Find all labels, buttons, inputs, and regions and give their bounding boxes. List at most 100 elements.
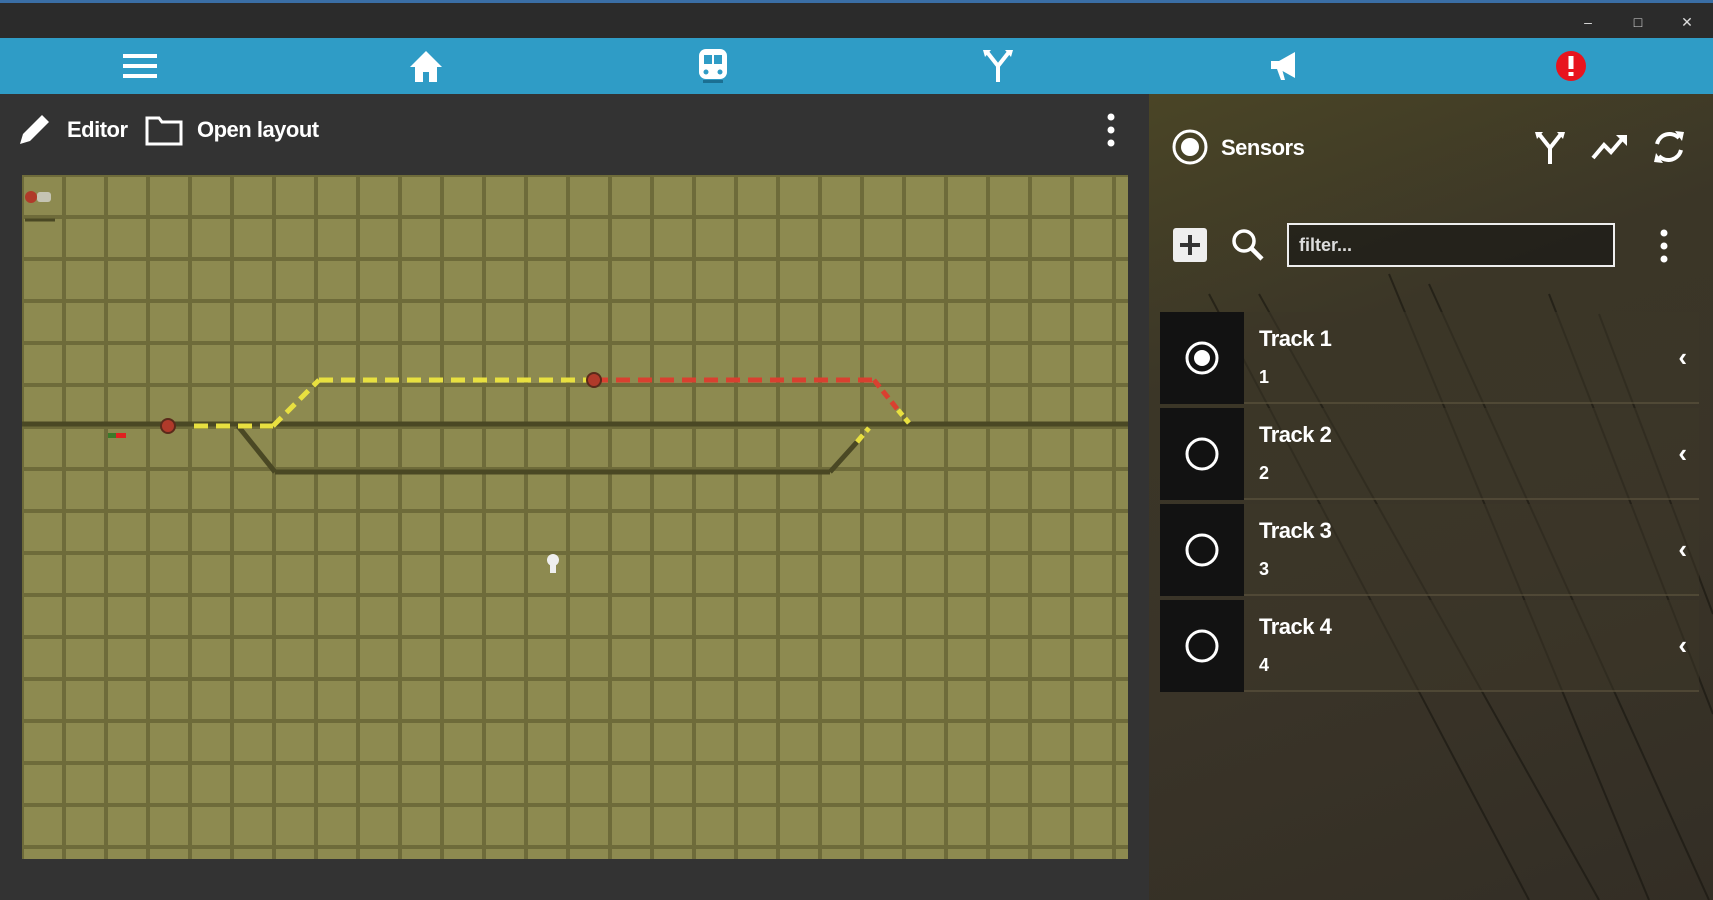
layout-grid[interactable] [22, 175, 1128, 859]
grid-tile [150, 219, 188, 257]
grid-tile [780, 345, 818, 383]
grid-tile [990, 765, 1028, 803]
grid-tile [612, 345, 650, 383]
grid-tile [444, 219, 482, 257]
turnout-icon[interactable] [1533, 130, 1567, 171]
maximize-button[interactable]: □ [1633, 14, 1643, 30]
minimize-button[interactable]: – [1584, 14, 1592, 30]
chevron-left-icon[interactable]: ‹ [1678, 342, 1687, 372]
grid-tile [990, 387, 1028, 425]
grid-tile [24, 639, 62, 677]
grid-tile [696, 471, 734, 509]
pencil-icon[interactable] [16, 112, 52, 153]
grid-tile [738, 849, 776, 859]
filter-input[interactable] [1287, 223, 1615, 267]
alert-icon[interactable] [1551, 46, 1591, 86]
grid-tile [780, 555, 818, 593]
sensor-marker [160, 418, 176, 434]
grid-tile [948, 513, 986, 551]
sensor-state-icon[interactable] [1160, 504, 1244, 596]
sensor-state-icon[interactable] [1160, 600, 1244, 692]
chevron-left-icon[interactable]: ‹ [1678, 630, 1687, 660]
trend-icon[interactable] [1591, 132, 1629, 167]
grid-tile [486, 723, 524, 761]
announcement-icon[interactable] [1265, 46, 1305, 86]
grid-tile [276, 471, 314, 509]
grid-tile [108, 387, 146, 425]
grid-tile [612, 429, 650, 467]
grid-tile [906, 429, 944, 467]
grid-tile [906, 303, 944, 341]
grid-tile [1116, 513, 1128, 551]
grid-tile [486, 597, 524, 635]
chevron-left-icon[interactable]: ‹ [1678, 438, 1687, 468]
sensor-list-item[interactable]: Track 1 1 ‹ [1160, 312, 1699, 404]
grid-tile [24, 429, 62, 467]
grid-tile [108, 681, 146, 719]
grid-tile [192, 723, 230, 761]
menu-icon[interactable] [120, 46, 160, 86]
grid-tile [192, 555, 230, 593]
grid-tile [780, 303, 818, 341]
grid-tile [696, 849, 734, 859]
sensor-list-item[interactable]: Track 4 4 ‹ [1160, 600, 1699, 692]
grid-tile [528, 555, 566, 593]
refresh-icon[interactable] [1651, 128, 1687, 171]
grid-tile [612, 387, 650, 425]
grid-tile [486, 177, 524, 215]
grid-tile [654, 849, 692, 859]
grid-tile [234, 513, 272, 551]
grid-tile [696, 723, 734, 761]
grid-tile [696, 597, 734, 635]
grid-tile [528, 429, 566, 467]
grid-tile [402, 807, 440, 845]
grid-tile [528, 387, 566, 425]
more-options-icon[interactable] [1104, 112, 1118, 153]
grid-tile [1074, 471, 1112, 509]
grid-tile [738, 429, 776, 467]
grid-tile [66, 303, 104, 341]
editor-label[interactable]: Editor [67, 117, 128, 142]
close-button[interactable]: ✕ [1681, 14, 1693, 30]
grid-tile [738, 471, 776, 509]
more-options-icon[interactable] [1657, 228, 1671, 269]
add-sensor-button[interactable] [1173, 228, 1207, 267]
grid-tile [612, 177, 650, 215]
grid-tile [276, 765, 314, 803]
grid-tile [24, 723, 62, 761]
layout-canvas[interactable] [22, 175, 1128, 859]
grid-tile [24, 765, 62, 803]
grid-tile [948, 429, 986, 467]
folder-icon[interactable] [145, 114, 183, 151]
grid-tile [234, 723, 272, 761]
turnout-icon[interactable] [978, 46, 1018, 86]
nav-bar [0, 38, 1713, 94]
grid-tile [654, 723, 692, 761]
chevron-left-icon[interactable]: ‹ [1678, 534, 1687, 564]
grid-tile [612, 303, 650, 341]
grid-tile [612, 807, 650, 845]
grid-tile [696, 261, 734, 299]
sensor-list-item[interactable]: Track 2 2 ‹ [1160, 408, 1699, 500]
grid-tile [444, 303, 482, 341]
grid-tile [108, 807, 146, 845]
open-layout-button[interactable]: Open layout [197, 117, 319, 142]
sensor-list-item[interactable]: Track 3 3 ‹ [1160, 504, 1699, 596]
grid-tile [822, 177, 860, 215]
grid-tile [192, 345, 230, 383]
sensor-state-icon[interactable] [1160, 312, 1244, 404]
grid-tile [570, 597, 608, 635]
grid-tile [990, 639, 1028, 677]
grid-tile [864, 429, 902, 467]
home-icon[interactable] [406, 46, 446, 86]
grid-tile [24, 513, 62, 551]
grid-tile [570, 807, 608, 845]
grid-tile [234, 261, 272, 299]
sensor-state-icon[interactable] [1160, 408, 1244, 500]
grid-tile [654, 177, 692, 215]
grid-tile [192, 177, 230, 215]
grid-tile [990, 429, 1028, 467]
train-icon[interactable] [693, 46, 733, 86]
grid-tile [822, 807, 860, 845]
search-icon[interactable] [1231, 228, 1265, 267]
